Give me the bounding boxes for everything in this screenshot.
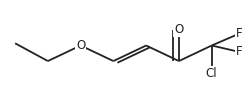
Text: O: O [76, 39, 85, 52]
Text: F: F [236, 27, 243, 40]
Text: Cl: Cl [206, 67, 217, 80]
Text: F: F [236, 45, 243, 58]
Text: O: O [174, 23, 183, 37]
